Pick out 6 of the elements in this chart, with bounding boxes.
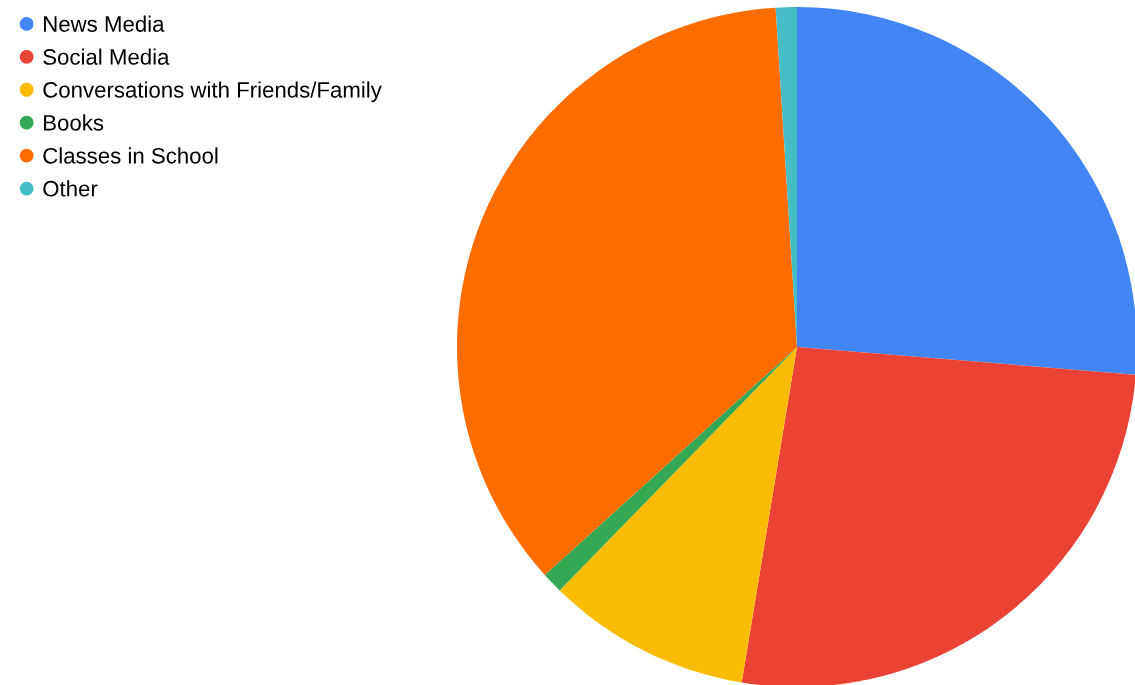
legend-label: Classes in School xyxy=(43,147,218,164)
legend-label: Other xyxy=(43,180,98,197)
legend-label: News Media xyxy=(44,15,165,32)
legend-label: Books xyxy=(44,114,104,131)
legend-label: Conversations with Friends/Family xyxy=(43,81,382,103)
legend-label: Social Media xyxy=(43,48,170,65)
